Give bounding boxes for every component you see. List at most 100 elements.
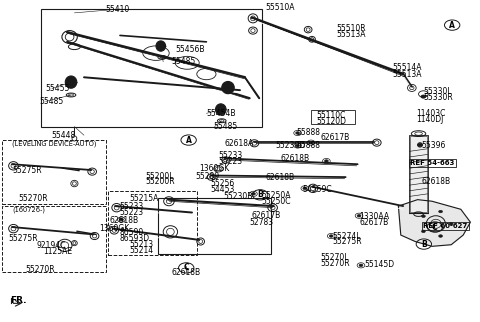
- Circle shape: [296, 144, 300, 147]
- Text: C: C: [432, 223, 438, 232]
- Text: B: B: [257, 190, 263, 199]
- Text: 55110C: 55110C: [317, 111, 346, 120]
- Text: 55330L: 55330L: [423, 87, 452, 96]
- Bar: [2, 140, 106, 204]
- Text: 1330AA: 1330AA: [359, 212, 389, 221]
- Text: REF 60-627: REF 60-627: [423, 223, 468, 229]
- Text: 55275R: 55275R: [332, 237, 362, 246]
- Text: 1125AE: 1125AE: [43, 247, 72, 256]
- Text: 55410: 55410: [106, 5, 130, 14]
- Text: 55270R: 55270R: [25, 265, 55, 274]
- Circle shape: [421, 215, 425, 217]
- Text: FR.: FR.: [11, 296, 27, 305]
- Text: 55223: 55223: [119, 208, 143, 217]
- Text: 1140DJ: 1140DJ: [417, 115, 444, 124]
- Text: 62618B: 62618B: [281, 154, 310, 163]
- Text: 55888: 55888: [297, 128, 321, 137]
- Circle shape: [296, 132, 300, 134]
- Text: 55485: 55485: [214, 122, 238, 131]
- Text: 55215A: 55215A: [130, 194, 159, 203]
- Text: 55214: 55214: [130, 246, 154, 255]
- Text: 55510A: 55510A: [265, 3, 295, 12]
- Text: 55454B: 55454B: [206, 109, 236, 118]
- Text: 62618B: 62618B: [265, 173, 295, 182]
- Text: 55230D: 55230D: [275, 141, 305, 150]
- Text: 55233: 55233: [218, 151, 243, 160]
- Bar: [158, 198, 271, 254]
- Text: 62617B: 62617B: [321, 133, 350, 142]
- Text: 62618B: 62618B: [109, 216, 139, 225]
- Text: 55213: 55213: [130, 240, 154, 249]
- Circle shape: [421, 95, 426, 98]
- Circle shape: [303, 187, 307, 190]
- Text: 86593D: 86593D: [120, 234, 150, 243]
- Text: 55513A: 55513A: [393, 70, 422, 79]
- Text: 55120D: 55120D: [317, 117, 347, 126]
- Text: 55330R: 55330R: [423, 93, 453, 102]
- Text: 62618B: 62618B: [172, 268, 201, 277]
- Text: 1360GK: 1360GK: [99, 224, 130, 233]
- Text: (LEVELING DEVICE-AUTO): (LEVELING DEVICE-AUTO): [12, 140, 96, 147]
- Ellipse shape: [222, 81, 234, 94]
- Text: 1360GK: 1360GK: [199, 164, 229, 173]
- Text: 55485: 55485: [172, 57, 196, 66]
- Text: C: C: [183, 263, 189, 272]
- Text: 11403C: 11403C: [417, 109, 446, 118]
- Text: 55233: 55233: [119, 202, 144, 211]
- Text: 62618B: 62618B: [421, 177, 451, 186]
- Text: B: B: [421, 240, 427, 249]
- Text: 55888: 55888: [297, 141, 321, 150]
- Text: 55200L: 55200L: [145, 172, 173, 181]
- Ellipse shape: [65, 76, 77, 88]
- Text: 55510R: 55510R: [336, 24, 366, 33]
- Text: A: A: [186, 136, 192, 145]
- Circle shape: [357, 214, 361, 217]
- Ellipse shape: [216, 104, 226, 115]
- Text: 62617B: 62617B: [359, 218, 388, 227]
- Text: 55223: 55223: [218, 156, 242, 166]
- Text: 55270R: 55270R: [18, 194, 48, 204]
- Text: 55270R: 55270R: [320, 259, 350, 268]
- Text: 54559C: 54559C: [302, 185, 332, 194]
- Bar: [410, 136, 427, 212]
- Circle shape: [252, 193, 255, 195]
- Circle shape: [309, 141, 313, 144]
- Polygon shape: [398, 200, 470, 246]
- Text: 55200R: 55200R: [145, 177, 175, 186]
- Text: 55485: 55485: [40, 97, 64, 106]
- Text: 55396: 55396: [421, 141, 446, 150]
- Circle shape: [359, 264, 363, 267]
- Circle shape: [421, 230, 425, 233]
- Text: 54453: 54453: [210, 185, 235, 194]
- Text: 55230B: 55230B: [223, 192, 252, 201]
- Bar: [108, 191, 197, 255]
- Text: 55270L: 55270L: [320, 253, 348, 262]
- Text: 86590: 86590: [120, 228, 144, 237]
- Bar: [2, 206, 106, 272]
- Text: 55275R: 55275R: [9, 234, 38, 243]
- Text: 55145D: 55145D: [365, 260, 395, 269]
- Text: 55274L: 55274L: [332, 232, 360, 241]
- Text: 92194C: 92194C: [37, 241, 66, 250]
- Text: 55289: 55289: [196, 172, 220, 181]
- Text: 55513A: 55513A: [336, 30, 365, 39]
- Text: 55456B: 55456B: [175, 45, 204, 54]
- Text: 55250A: 55250A: [262, 191, 291, 200]
- Text: 62618A: 62618A: [225, 139, 254, 148]
- Circle shape: [439, 235, 443, 237]
- Text: 52783: 52783: [250, 218, 274, 227]
- Circle shape: [449, 223, 453, 225]
- Circle shape: [120, 218, 123, 221]
- Text: 55448: 55448: [52, 131, 76, 140]
- Text: 55514A: 55514A: [393, 63, 422, 72]
- Bar: [41, 9, 262, 127]
- Bar: [409, 135, 428, 213]
- Ellipse shape: [156, 41, 166, 51]
- Text: 62617B: 62617B: [252, 211, 281, 220]
- Circle shape: [418, 143, 422, 147]
- Text: 55275R: 55275R: [12, 166, 42, 175]
- Text: A: A: [449, 21, 455, 30]
- Text: REF 54-663: REF 54-663: [410, 160, 455, 166]
- Bar: [311, 110, 355, 124]
- Text: 55250C: 55250C: [262, 197, 291, 206]
